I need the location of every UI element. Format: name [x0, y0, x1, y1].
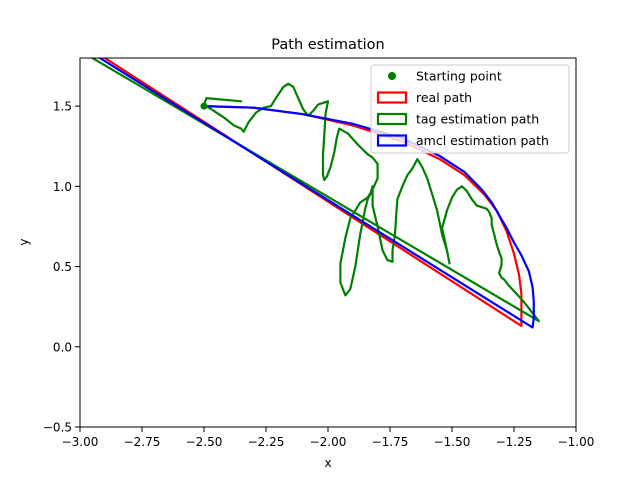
legend-label-amcl-estimation-path: amcl estimation path — [416, 133, 549, 148]
x-tick-label: −2.75 — [124, 435, 161, 449]
y-tick-label: 1.5 — [53, 100, 72, 114]
x-tick-label: −2.50 — [186, 435, 223, 449]
x-tick-label: −1.25 — [496, 435, 533, 449]
y-axis-label: y — [17, 238, 31, 245]
x-axis-label: x — [324, 456, 331, 470]
x-tick-label: −1.00 — [558, 435, 595, 449]
legend-label-tag-estimation-path: tag estimation path — [416, 112, 539, 127]
legend-label-Starting-point: Starting point — [416, 69, 502, 84]
y-tick-label: −0.5 — [43, 421, 72, 435]
x-tick-label: −3.00 — [62, 435, 99, 449]
legend-swatch-Starting-point — [388, 72, 396, 80]
chart-title: Path estimation — [271, 37, 384, 53]
y-tick-label: 0.0 — [53, 340, 72, 354]
y-tick-label: 1.0 — [53, 180, 72, 194]
x-tick-label: −2.25 — [248, 435, 285, 449]
legend-swatch-amcl-estimation-path — [376, 134, 408, 147]
series-line-amcl-estimation-path — [96, 58, 535, 329]
x-tick-label: −1.75 — [372, 435, 409, 449]
legend-label-real-path: real path — [416, 90, 472, 105]
legend-swatch-tag-estimation-path — [376, 112, 408, 126]
y-axis: −0.5 0.0 0.5 1.0 1.5 — [43, 100, 80, 435]
series-line-tag-estimation-path — [91, 58, 540, 323]
legend: Starting point real path tag estimation pa… — [370, 64, 570, 154]
series-layer — [91, 58, 540, 329]
legend-box — [370, 64, 570, 154]
y-tick-label: 0.5 — [53, 260, 72, 274]
legend-swatch-real-path — [376, 91, 408, 104]
x-axis: −3.00 −2.75 −2.50 −2.25 −2.00 −1.75 −1.50 −1.25… — [62, 427, 595, 449]
x-tick-label: −2.00 — [310, 435, 347, 449]
x-tick-label: −1.50 — [434, 435, 471, 449]
starting-point-marker — [200, 102, 208, 110]
